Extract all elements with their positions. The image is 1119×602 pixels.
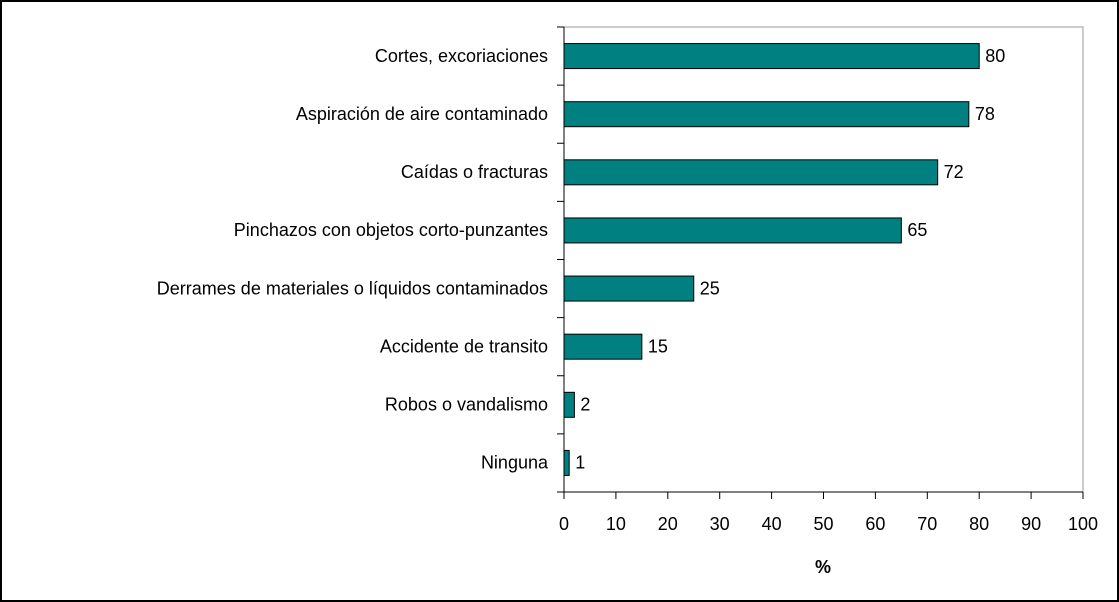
data-label: 15 [648, 336, 668, 356]
y-tick-label: Aspiración de aire contaminado [296, 104, 548, 124]
data-label: 80 [985, 46, 1005, 66]
x-tick-label: 30 [710, 514, 730, 534]
y-tick-label: Derrames de materiales o líquidos contam… [157, 278, 548, 298]
bar [563, 449, 570, 476]
y-tick-label: Cortes, excoriaciones [375, 46, 548, 66]
y-tick-label: Robos o vandalismo [385, 395, 548, 415]
bar [563, 159, 939, 186]
bar [563, 217, 902, 244]
y-tick-label: Caídas o fracturas [401, 162, 548, 182]
x-tick-label: 10 [606, 514, 626, 534]
x-tick-label: 80 [969, 514, 989, 534]
data-label: 78 [975, 104, 995, 124]
bar [563, 275, 695, 302]
bar [563, 333, 643, 360]
y-tick-label: Accidente de transito [380, 336, 548, 356]
bar [563, 101, 970, 128]
x-axis-label: % [815, 557, 831, 577]
y-tick-label: Ninguna [481, 453, 549, 473]
x-tick-label: 40 [762, 514, 782, 534]
x-tick-label: 20 [658, 514, 678, 534]
data-label: 2 [580, 395, 590, 415]
data-label: 1 [575, 453, 585, 473]
data-label: 72 [944, 162, 964, 182]
data-label: 65 [907, 220, 927, 240]
x-tick-label: 0 [559, 514, 569, 534]
y-tick-label: Pinchazos con objetos corto-punzantes [234, 220, 548, 240]
bar [563, 391, 575, 418]
data-label: 25 [700, 278, 720, 298]
x-tick-label: 90 [1021, 514, 1041, 534]
x-tick-label: 70 [917, 514, 937, 534]
x-tick-label: 50 [813, 514, 833, 534]
bar [563, 43, 980, 70]
x-tick-label: 60 [865, 514, 885, 534]
x-tick-label: 100 [1068, 514, 1098, 534]
